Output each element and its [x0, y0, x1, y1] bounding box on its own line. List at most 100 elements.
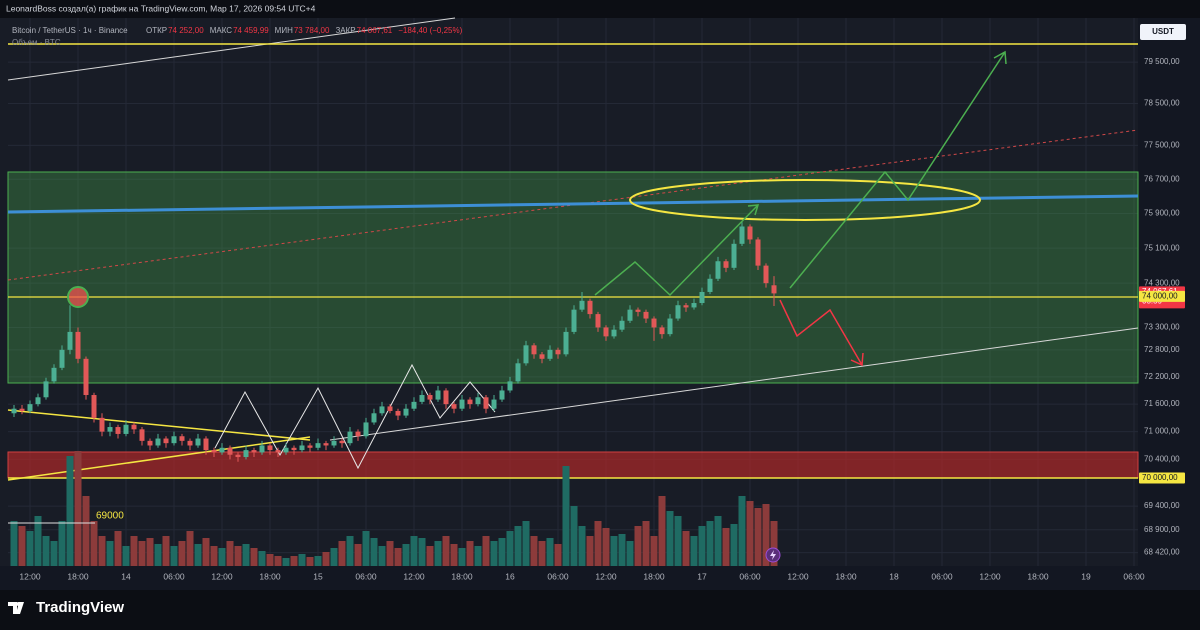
- y-tick-label: 76 700,00: [1144, 174, 1180, 183]
- candle-body: [603, 327, 609, 337]
- candle-body: [747, 226, 753, 240]
- volume-bar: [714, 516, 722, 566]
- candle-body: [731, 243, 737, 268]
- candle-body: [291, 447, 297, 451]
- x-tick-label: 06:00: [1123, 571, 1145, 581]
- candle-body: [363, 422, 369, 437]
- y-tick-label: 75 100,00: [1144, 243, 1180, 252]
- volume-bar: [274, 556, 282, 566]
- candle-body: [595, 314, 601, 328]
- y-tick-label: 78 500,00: [1144, 99, 1180, 108]
- lightning: [770, 550, 776, 560]
- candle-body: [435, 390, 441, 400]
- legend-field-value: 74 252,00: [168, 26, 204, 35]
- candle-body: [459, 399, 465, 409]
- volume-bar: [314, 556, 322, 566]
- candle-body: [531, 345, 537, 355]
- candle-body: [427, 395, 433, 400]
- x-tick-label: 12:00: [595, 571, 617, 581]
- candle-body: [683, 305, 689, 308]
- candle-body: [307, 445, 313, 448]
- candle-body: [419, 395, 425, 402]
- candle-body: [195, 438, 201, 446]
- drawings-back: [7, 17, 1139, 481]
- candle-body: [627, 309, 633, 321]
- volume-bar: [298, 554, 306, 566]
- volume-bar: [530, 536, 538, 566]
- drawings-front: 69000: [8, 50, 1007, 563]
- x-tick-label: 12:00: [19, 571, 41, 581]
- volume-bar: [98, 536, 106, 566]
- volume-bar: [546, 538, 554, 566]
- candle-body: [579, 300, 585, 310]
- volume-bar: [738, 496, 746, 566]
- legend-change: −184,40 (−0,25%): [398, 26, 462, 35]
- x-tick-label: 18:00: [67, 571, 89, 581]
- arrow-head: [993, 50, 1007, 65]
- candle-body: [123, 424, 129, 434]
- candle-body: [299, 445, 305, 451]
- candle-body: [179, 436, 185, 441]
- legend: Bitcoin / TetherUS · 1ч · Binance Объем …: [12, 26, 463, 47]
- volume-bar: [674, 516, 682, 566]
- marker-circle: [67, 286, 89, 308]
- volume-bar: [570, 506, 578, 566]
- top-bar: [0, 0, 1200, 18]
- candle-body: [323, 443, 329, 446]
- candle-body: [67, 331, 73, 350]
- logo-dot: [16, 602, 21, 606]
- dashed-trend-line: [7, 129, 1139, 281]
- candle-body: [331, 440, 337, 446]
- support-zone: [7, 171, 1139, 384]
- legend-field-label: МИН: [275, 26, 293, 35]
- y-tick-label: 79 500,00: [1144, 57, 1180, 66]
- volume-bar: [474, 546, 482, 566]
- symbol: Bitcoin / TetherUS · 1ч · Binance: [12, 26, 128, 35]
- x-tick-label: 06:00: [163, 571, 185, 581]
- candle-body: [587, 300, 593, 315]
- x-tick-label: 17: [697, 571, 707, 581]
- volume-bar: [514, 526, 522, 566]
- candle-body: [139, 429, 145, 441]
- volume-bar: [410, 536, 418, 566]
- green-arrow: [789, 51, 1006, 289]
- candle-body: [131, 424, 137, 430]
- candle-body: [227, 447, 233, 455]
- candle-body: [339, 440, 345, 444]
- volume-bar: [610, 536, 618, 566]
- candle-body: [75, 331, 81, 359]
- volume-bar: [682, 531, 690, 566]
- credit: LeonardBoss создал(а) график на TradingV…: [6, 3, 316, 13]
- candle-body: [563, 331, 569, 355]
- candle-body: [691, 303, 697, 308]
- y-tick-label: 68 420,00: [1144, 548, 1180, 557]
- x-tick-label: 06:00: [547, 571, 569, 581]
- x-tick-label: 06:00: [355, 571, 377, 581]
- candle-body: [483, 397, 489, 409]
- candle-body: [107, 427, 113, 432]
- candle-body: [355, 431, 361, 437]
- candle-body: [115, 427, 121, 434]
- volume-bar: [754, 508, 762, 566]
- x-tick-label: 16: [505, 571, 515, 581]
- volume-bar: [210, 546, 218, 566]
- volume-bar: [658, 496, 666, 566]
- volume-bar: [442, 536, 450, 566]
- x-tick-label: 06:00: [931, 571, 953, 581]
- volume-bar: [114, 531, 122, 566]
- price-badge: [1139, 290, 1185, 302]
- volume-bar: [82, 496, 90, 566]
- volume-bar: [34, 516, 42, 566]
- x-tick-label: 12:00: [211, 571, 233, 581]
- volume-bar: [42, 536, 50, 566]
- volume-bar: [506, 531, 514, 566]
- trend-line: [329, 327, 1139, 441]
- volume-bar: [730, 524, 738, 566]
- ellipse: [629, 179, 981, 221]
- volume-bar: [466, 541, 474, 566]
- candle-body: [187, 440, 193, 446]
- volume-bar: [250, 548, 258, 566]
- volume-bar: [394, 548, 402, 566]
- candle-body: [699, 291, 705, 304]
